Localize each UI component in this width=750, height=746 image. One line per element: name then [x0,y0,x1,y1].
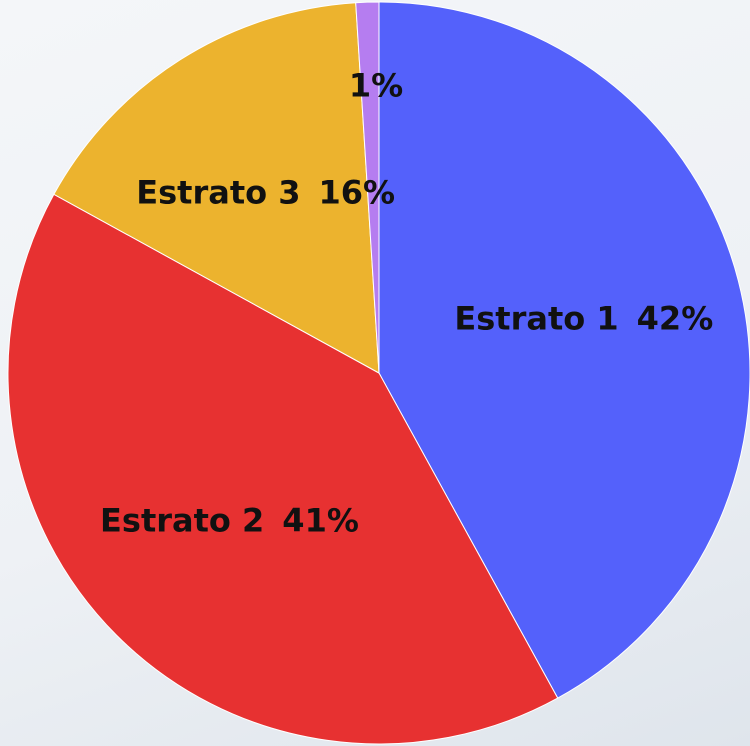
category-label: Estrato 1 [454,299,618,337]
slice-label: Estrato 1 42% [454,299,713,337]
category-label: Estrato 2 [100,502,264,540]
pie-slice [53,2,380,374]
pie-slice [378,1,750,699]
slice-label: Estrato 3 16% [136,173,395,211]
value-label: 41% [282,502,359,540]
pie-slice [7,193,559,745]
slice-label: 1% [349,66,403,104]
pie-slice [355,1,380,374]
value-label: 1% [349,66,403,104]
value-label: 16% [319,173,396,211]
slice-label: Estrato 2 41% [100,502,359,540]
value-label: 42% [637,299,714,337]
category-label: Estrato 3 [136,173,300,211]
